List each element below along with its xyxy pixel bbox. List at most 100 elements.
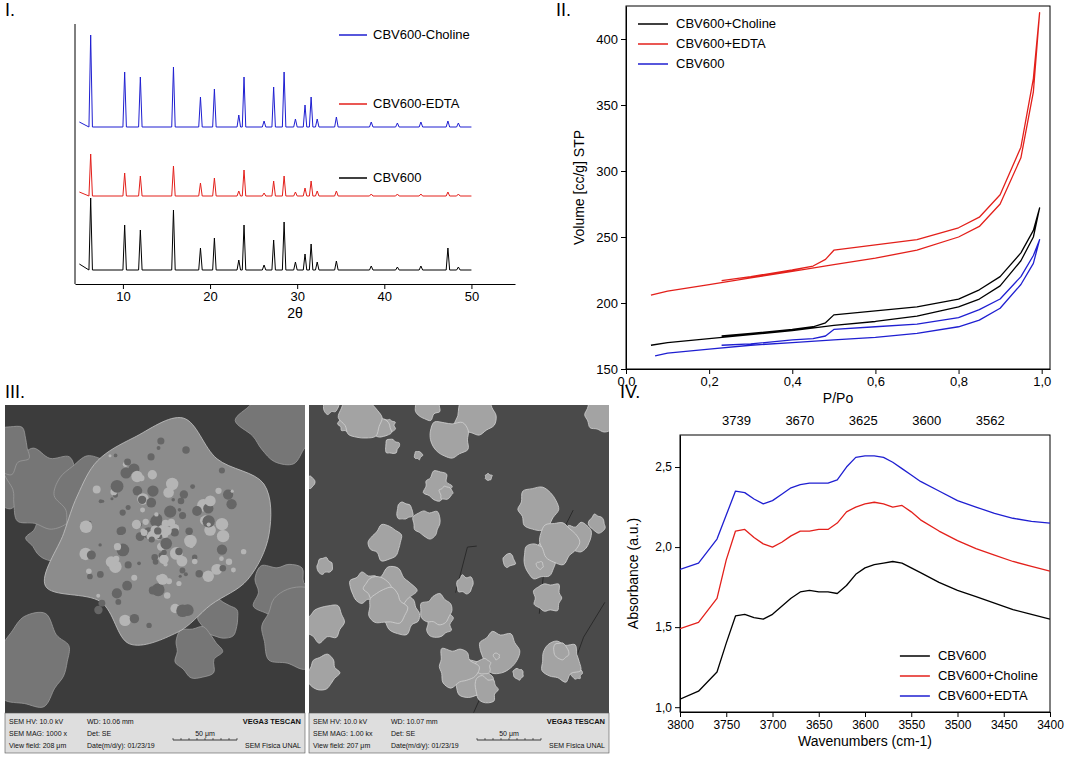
sem-scale-bar (477, 738, 541, 740)
x-tick-mark (1050, 712, 1051, 717)
sem-texture (178, 508, 182, 512)
sem-texture (192, 506, 202, 516)
sem-info-text: VEGA3 TESCAN (547, 717, 605, 726)
sem-particle (430, 421, 468, 458)
sem-texture (132, 520, 141, 529)
legend: CBV600+CholineCBV600+EDTACBV600 (638, 16, 776, 71)
sem-texture (112, 588, 122, 598)
x-tick: 1,0 (1033, 369, 1051, 389)
x-tick-label: 30 (290, 289, 304, 304)
y-tick-mark (621, 237, 626, 238)
sem-particle (415, 405, 440, 421)
sem-particle (309, 476, 315, 488)
sem-particle (439, 486, 453, 499)
x-axis-title: P/Po (823, 390, 854, 406)
sem-texture (180, 568, 186, 574)
annotation: 3562 (976, 413, 1005, 428)
sem-texture (149, 536, 155, 542)
sem-image: SEM HV: 10.0 kVWD: 10.06 mmVEGA3 TESCANS… (0, 377, 331, 753)
x-tick: 20 (203, 284, 217, 304)
panel-label: IV. (620, 382, 640, 402)
x-axis-line (627, 369, 1051, 370)
x-axis-line (76, 284, 516, 285)
sem-texture (86, 568, 92, 574)
x-tick-mark (911, 712, 912, 717)
panel-label: II. (556, 0, 571, 20)
sem-texture (175, 548, 182, 555)
legend-entry: CBV600 (638, 56, 724, 71)
sem-texture (160, 538, 172, 550)
sem-texture (217, 530, 229, 542)
y-tick-mark (675, 467, 680, 468)
y-tick-label: 400 (596, 32, 618, 47)
y-tick-label: 200 (596, 296, 618, 311)
legend-swatch (638, 43, 668, 45)
legend-label: CBV600-Choline (373, 27, 470, 42)
x-tick-label: 40 (378, 289, 392, 304)
sem-texture (184, 535, 197, 548)
sem-texture (178, 498, 185, 505)
data-line (680, 456, 1050, 570)
sem-texture (120, 467, 131, 478)
x-tick-label: 3550 (898, 718, 925, 732)
figure: I.10203040502θCBV600-CholineCBV600-EDTAC… (0, 0, 1092, 757)
sem-texture (205, 496, 216, 507)
plot-frame (626, 6, 1050, 369)
data-line (655, 240, 1040, 356)
x-tick-mark (865, 712, 866, 717)
sem-texture (94, 606, 102, 614)
scale-bar-tick (493, 738, 494, 740)
sem-info-bar: SEM HV: 10.0 kVWD: 10.06 mmVEGA3 TESCANS… (5, 713, 305, 753)
x-tick-mark (819, 712, 820, 717)
sem-texture (176, 581, 181, 586)
x-tick-label: 3750 (713, 718, 740, 732)
legend-entry: CBV600-Choline (339, 27, 470, 42)
x-tick: 0,6 (867, 369, 885, 389)
x-tick: 3800 (667, 712, 694, 732)
sem-particle (457, 575, 474, 594)
y-tick-label: 250 (596, 230, 618, 245)
sem-particle (369, 587, 408, 623)
x-tick-mark (726, 712, 727, 717)
sem-texture (101, 500, 104, 503)
sem-texture (137, 561, 141, 565)
legend-swatch (339, 103, 367, 105)
x-tick-label: 3450 (991, 718, 1018, 732)
y-tick-label: 150 (596, 362, 618, 377)
sem-particle (554, 643, 569, 660)
sem-texture (87, 551, 96, 560)
sem-texture (111, 480, 124, 493)
x-tick-label: 3700 (760, 718, 787, 732)
x-tick-label: 0,6 (867, 374, 885, 389)
y-tick-mark (621, 171, 626, 172)
sem-texture (143, 519, 149, 525)
sem-texture (207, 522, 211, 526)
sem-texture (179, 512, 186, 519)
data-line (651, 13, 1040, 295)
panel-label: III. (5, 382, 25, 402)
x-tick-label: 0,8 (950, 374, 968, 389)
sem-texture (147, 453, 154, 460)
sem-particle (413, 511, 440, 539)
sem-texture (219, 467, 225, 473)
x-tick: 0,8 (950, 369, 968, 389)
legend-entry: CBV600+EDTA (638, 36, 766, 51)
y-axis-line (75, 24, 76, 284)
scale-bar-tick (517, 738, 518, 740)
sem-particle (585, 405, 609, 432)
scale-bar-tick (533, 738, 534, 740)
x-tick: 3550 (898, 712, 925, 732)
sem-particle (368, 524, 402, 561)
sem-texture (171, 498, 175, 502)
sem-info-text: SEM HV: 10.0 kV (9, 718, 64, 725)
scale-bar-tick (189, 738, 190, 740)
x-tick-label: 3400 (1037, 718, 1064, 732)
chart-panel: 0,00,20,40,60,81,0150200250300350400P/Po… (571, 6, 1052, 406)
sem-particle (539, 523, 579, 565)
y-tick: 400 (596, 32, 626, 47)
sem-texture (80, 521, 93, 534)
x-tick-label: 3600 (852, 718, 879, 732)
sem-particle (397, 502, 413, 519)
y-axis: 150200250300350400 (596, 7, 626, 377)
sem-texture (146, 498, 156, 508)
